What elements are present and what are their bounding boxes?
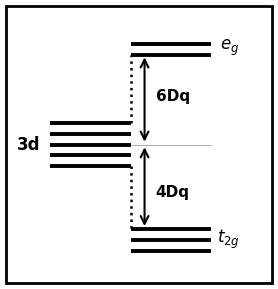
Text: 6Dq: 6Dq xyxy=(156,89,190,104)
Text: 4Dq: 4Dq xyxy=(156,185,190,200)
Text: $t_{2g}$: $t_{2g}$ xyxy=(217,228,240,251)
Text: 3d: 3d xyxy=(17,136,40,153)
Text: $e_g$: $e_g$ xyxy=(220,38,239,58)
